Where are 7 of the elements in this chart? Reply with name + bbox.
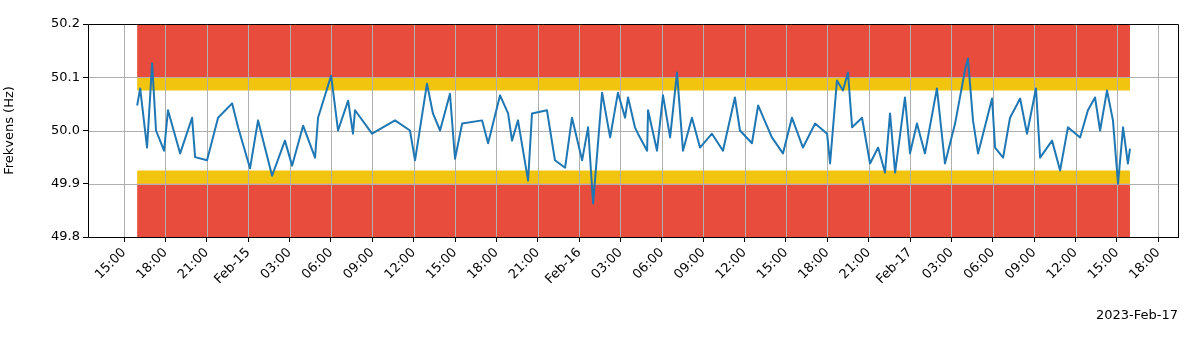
y-axis-title: Frekvens (Hz) — [1, 86, 17, 175]
y-tick-label: 49.9 — [51, 175, 80, 191]
text: 2023-Feb-17 — [1095, 306, 1178, 322]
y-tick-label: 50.0 — [51, 121, 80, 137]
y-tick-label: 50.1 — [51, 68, 80, 84]
y-tick-label: 50.2 — [51, 15, 80, 31]
y-tick-label: 49.8 — [51, 228, 80, 244]
